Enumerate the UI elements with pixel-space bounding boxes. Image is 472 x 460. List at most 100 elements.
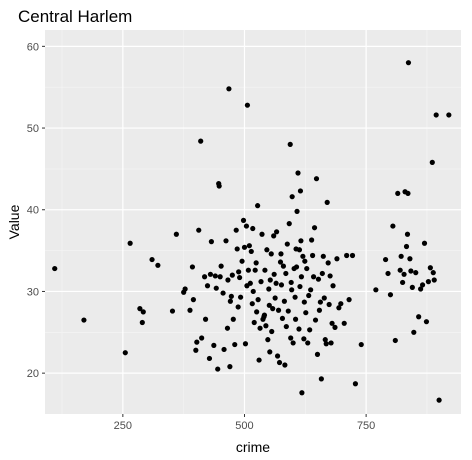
data-point — [310, 274, 317, 280]
data-point — [289, 287, 295, 293]
data-point — [206, 355, 213, 362]
data-point — [265, 337, 271, 343]
data-point — [358, 341, 364, 348]
data-point — [327, 273, 333, 279]
data-point — [283, 270, 289, 277]
data-point — [278, 282, 285, 288]
data-point — [261, 312, 268, 318]
data-point — [278, 251, 284, 257]
data-point — [273, 280, 279, 286]
data-point — [315, 276, 322, 282]
data-point — [325, 260, 331, 266]
data-point — [316, 307, 323, 313]
data-point — [189, 264, 196, 270]
data-point — [427, 265, 433, 271]
data-point — [387, 292, 394, 298]
data-point — [196, 227, 202, 233]
data-point — [398, 253, 404, 259]
data-point — [230, 316, 236, 322]
data-points — [52, 60, 452, 403]
data-point — [257, 325, 263, 331]
data-point — [288, 279, 294, 286]
data-point — [194, 339, 200, 345]
data-point — [329, 320, 335, 326]
data-point — [225, 277, 231, 283]
data-point — [385, 270, 391, 277]
data-point — [223, 238, 229, 244]
data-point — [139, 319, 145, 326]
x-tick-label: 250 — [114, 420, 132, 432]
data-point — [425, 279, 432, 285]
data-point — [215, 366, 221, 372]
data-point — [446, 112, 452, 118]
data-point — [409, 284, 415, 290]
plot-panel — [45, 30, 461, 414]
data-point — [373, 287, 379, 293]
data-point — [207, 271, 214, 277]
chart-title: Central Harlem — [18, 7, 132, 26]
data-point — [301, 299, 307, 305]
data-point — [216, 183, 222, 189]
data-point — [127, 240, 133, 246]
axis-ticks: 250 500 750 20 30 40 50 60 — [27, 41, 376, 432]
data-point — [281, 298, 287, 304]
data-point — [221, 346, 227, 353]
data-point — [271, 271, 277, 277]
data-point — [423, 319, 430, 325]
data-point — [258, 279, 264, 285]
data-point — [267, 349, 273, 355]
data-point — [236, 269, 242, 275]
data-point — [306, 292, 312, 299]
data-point — [403, 243, 410, 250]
data-point — [208, 239, 214, 245]
data-point — [211, 342, 217, 348]
data-point — [322, 337, 328, 343]
data-point — [232, 341, 238, 348]
data-point — [429, 159, 435, 165]
data-point — [299, 390, 305, 396]
data-point — [323, 341, 329, 347]
data-point — [253, 260, 259, 266]
data-point — [416, 314, 422, 320]
data-point — [224, 325, 231, 331]
y-axis-title: Value — [6, 204, 22, 239]
data-point — [404, 231, 411, 237]
data-point — [418, 286, 424, 292]
data-point — [229, 272, 235, 278]
data-point — [328, 340, 334, 346]
x-tick-label: 500 — [235, 420, 253, 432]
data-point — [271, 233, 277, 239]
data-point — [248, 248, 254, 255]
data-point — [284, 241, 290, 247]
data-point — [279, 315, 286, 322]
data-point — [227, 298, 233, 304]
data-point — [313, 176, 320, 182]
data-point — [269, 328, 275, 335]
y-tick-label: 40 — [27, 205, 39, 217]
data-point — [408, 268, 414, 274]
data-point — [296, 326, 302, 332]
data-point — [268, 251, 274, 257]
data-point — [349, 252, 356, 259]
data-point — [255, 297, 261, 303]
data-point — [81, 317, 87, 323]
data-point — [264, 247, 270, 253]
data-point — [405, 60, 412, 66]
data-point — [310, 252, 316, 259]
data-point — [240, 217, 247, 223]
data-point — [228, 293, 234, 299]
data-point — [244, 102, 251, 108]
x-axis-title: crime — [236, 439, 270, 455]
data-point — [199, 335, 205, 341]
data-point — [382, 256, 389, 263]
data-point — [288, 335, 294, 341]
data-point — [277, 259, 284, 265]
data-point — [320, 253, 326, 259]
data-point — [190, 297, 196, 303]
data-point — [338, 301, 344, 307]
data-point — [321, 295, 327, 301]
data-point — [297, 283, 303, 290]
data-point — [298, 274, 305, 280]
data-point — [252, 267, 258, 273]
